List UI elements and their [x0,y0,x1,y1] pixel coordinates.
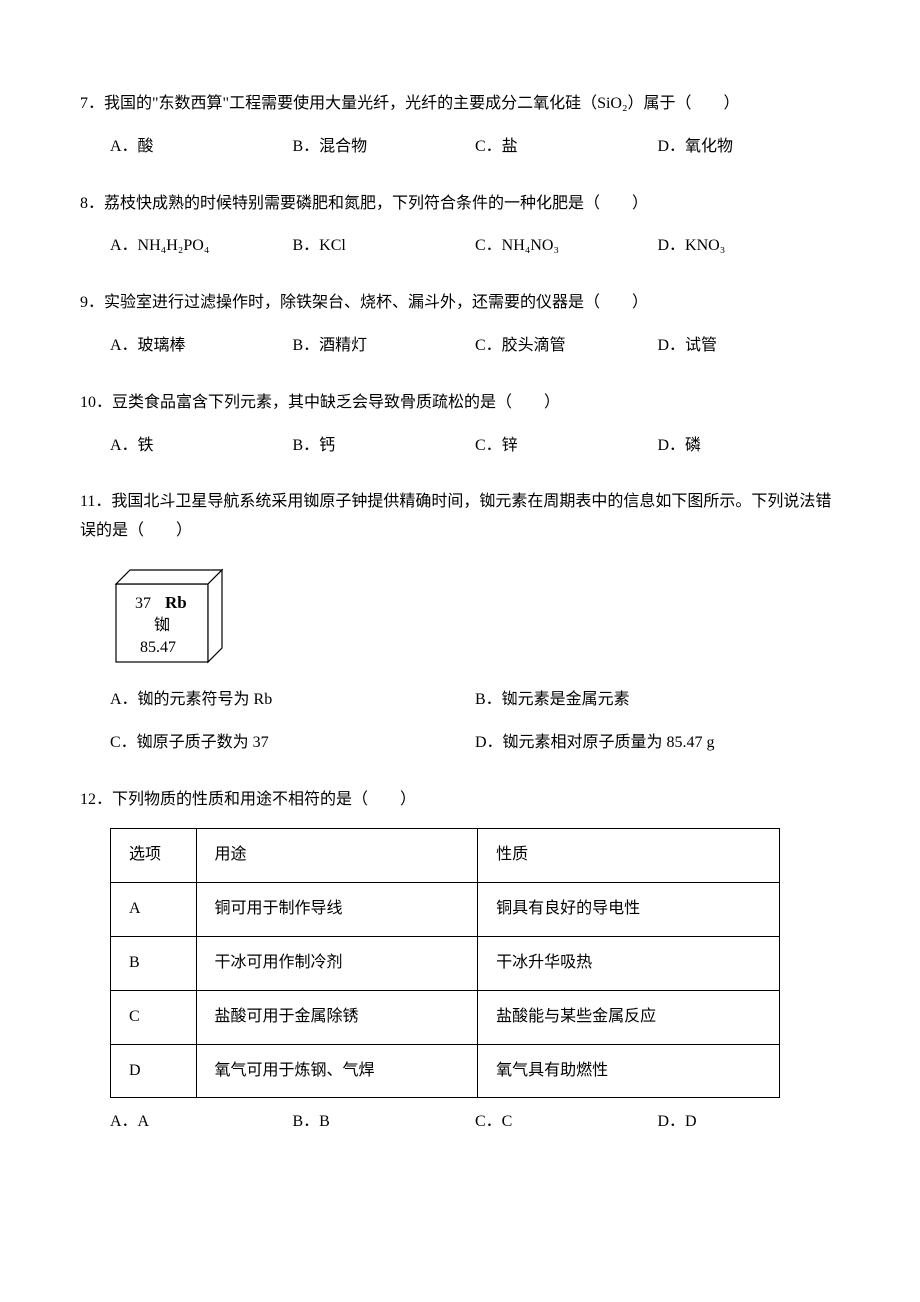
table-row: A 铜可用于制作导线 铜具有良好的导电性 [111,883,780,937]
q9-option-a: A．玻璃棒 [110,332,293,361]
q11-option-b: B．铷元素是金属元素 [475,686,840,715]
q12-table: 选项 用途 性质 A 铜可用于制作导线 铜具有良好的导电性 B 干冰可用作制冷剂… [110,828,780,1098]
q10-option-d: D．磷 [658,432,841,461]
q9-options: A．玻璃棒 B．酒精灯 C．胶头滴管 D．试管 [80,332,840,361]
q7-options: A．酸 B．混合物 C．盐 D．氧化物 [80,133,840,162]
element-box-icon: 37 Rb 铷 85.47 [110,566,230,666]
q10-options: A．铁 B．钙 C．锌 D．磷 [80,432,840,461]
q8-options: A．NH₄H₂PO₄ B．KCl C．NH₄NO₃ D．KNO₃ [80,232,840,261]
q9-option-b: B．酒精灯 [293,332,476,361]
cell-prop: 氧气具有助燃性 [478,1044,780,1098]
q8-option-d: D．KNO₃ [658,232,841,261]
q11-stem: 11．我国北斗卫星导航系统采用铷原子钟提供精确时间，铷元素在周期表中的信息如下图… [80,488,840,546]
cell-prop: 盐酸能与某些金属反应 [478,990,780,1044]
q8-stem: 8．荔枝快成熟的时候特别需要磷肥和氮肥，下列符合条件的一种化肥是（ ） [80,190,840,219]
element-number: 37 [135,595,151,612]
cell-opt: B [111,936,197,990]
cell-use: 氧气可用于炼钢、气焊 [196,1044,478,1098]
q7-option-d: D．氧化物 [658,133,841,162]
table-row: 选项 用途 性质 [111,829,780,883]
q7-stem: 7．我国的"东数西算"工程需要使用大量光纤，光纤的主要成分二氧化硅（SiO₂）属… [80,90,840,119]
q12-options: A．A B．B C．C D．D [80,1108,840,1137]
q11-options-row2: C．铷原子质子数为 37 D．铷元素相对原子质量为 85.47 g [80,729,840,758]
q12-option-d: D．D [658,1108,841,1137]
q11-option-a: A．铷的元素符号为 Rb [110,686,475,715]
header-use: 用途 [196,829,478,883]
table-row: B 干冰可用作制冷剂 干冰升华吸热 [111,936,780,990]
element-mass: 85.47 [140,639,176,656]
cell-use: 盐酸可用于金属除锈 [196,990,478,1044]
cell-use: 铜可用于制作导线 [196,883,478,937]
question-7: 7．我国的"东数西算"工程需要使用大量光纤，光纤的主要成分二氧化硅（SiO₂）属… [80,90,840,162]
q11-option-c: C．铷原子质子数为 37 [110,729,475,758]
q12-option-a: A．A [110,1108,293,1137]
cell-prop: 铜具有良好的导电性 [478,883,780,937]
q7-option-c: C．盐 [475,133,658,162]
cell-opt: D [111,1044,197,1098]
element-symbol: Rb [165,593,187,612]
q10-option-c: C．锌 [475,432,658,461]
cell-opt: A [111,883,197,937]
question-10: 10．豆类食品富含下列元素，其中缺乏会导致骨质疏松的是（ ） A．铁 B．钙 C… [80,389,840,461]
periodic-element-diagram: 37 Rb 铷 85.47 [110,566,230,666]
q8-option-b: B．KCl [293,232,476,261]
q12-option-c: C．C [475,1108,658,1137]
q8-option-c: C．NH₄NO₃ [475,232,658,261]
question-8: 8．荔枝快成熟的时候特别需要磷肥和氮肥，下列符合条件的一种化肥是（ ） A．NH… [80,190,840,262]
question-11: 11．我国北斗卫星导航系统采用铷原子钟提供精确时间，铷元素在周期表中的信息如下图… [80,488,840,757]
q11-option-d: D．铷元素相对原子质量为 85.47 g [475,729,840,758]
q10-stem: 10．豆类食品富含下列元素，其中缺乏会导致骨质疏松的是（ ） [80,389,840,418]
q9-stem: 9．实验室进行过滤操作时，除铁架台、烧杯、漏斗外，还需要的仪器是（ ） [80,289,840,318]
q7-option-a: A．酸 [110,133,293,162]
element-name: 铷 [154,616,170,634]
q10-option-a: A．铁 [110,432,293,461]
q9-option-d: D．试管 [658,332,841,361]
cell-use: 干冰可用作制冷剂 [196,936,478,990]
q12-stem: 12．下列物质的性质和用途不相符的是（ ） [80,786,840,815]
q10-option-b: B．钙 [293,432,476,461]
q11-options-row1: A．铷的元素符号为 Rb B．铷元素是金属元素 [80,686,840,715]
table-row: D 氧气可用于炼钢、气焊 氧气具有助燃性 [111,1044,780,1098]
table-row: C 盐酸可用于金属除锈 盐酸能与某些金属反应 [111,990,780,1044]
question-12: 12．下列物质的性质和用途不相符的是（ ） 选项 用途 性质 A 铜可用于制作导… [80,786,840,1138]
q8-option-a: A．NH₄H₂PO₄ [110,232,293,261]
q12-option-b: B．B [293,1108,476,1137]
cell-opt: C [111,990,197,1044]
question-9: 9．实验室进行过滤操作时，除铁架台、烧杯、漏斗外，还需要的仪器是（ ） A．玻璃… [80,289,840,361]
q7-option-b: B．混合物 [293,133,476,162]
header-property: 性质 [478,829,780,883]
q9-option-c: C．胶头滴管 [475,332,658,361]
header-option: 选项 [111,829,197,883]
cell-prop: 干冰升华吸热 [478,936,780,990]
